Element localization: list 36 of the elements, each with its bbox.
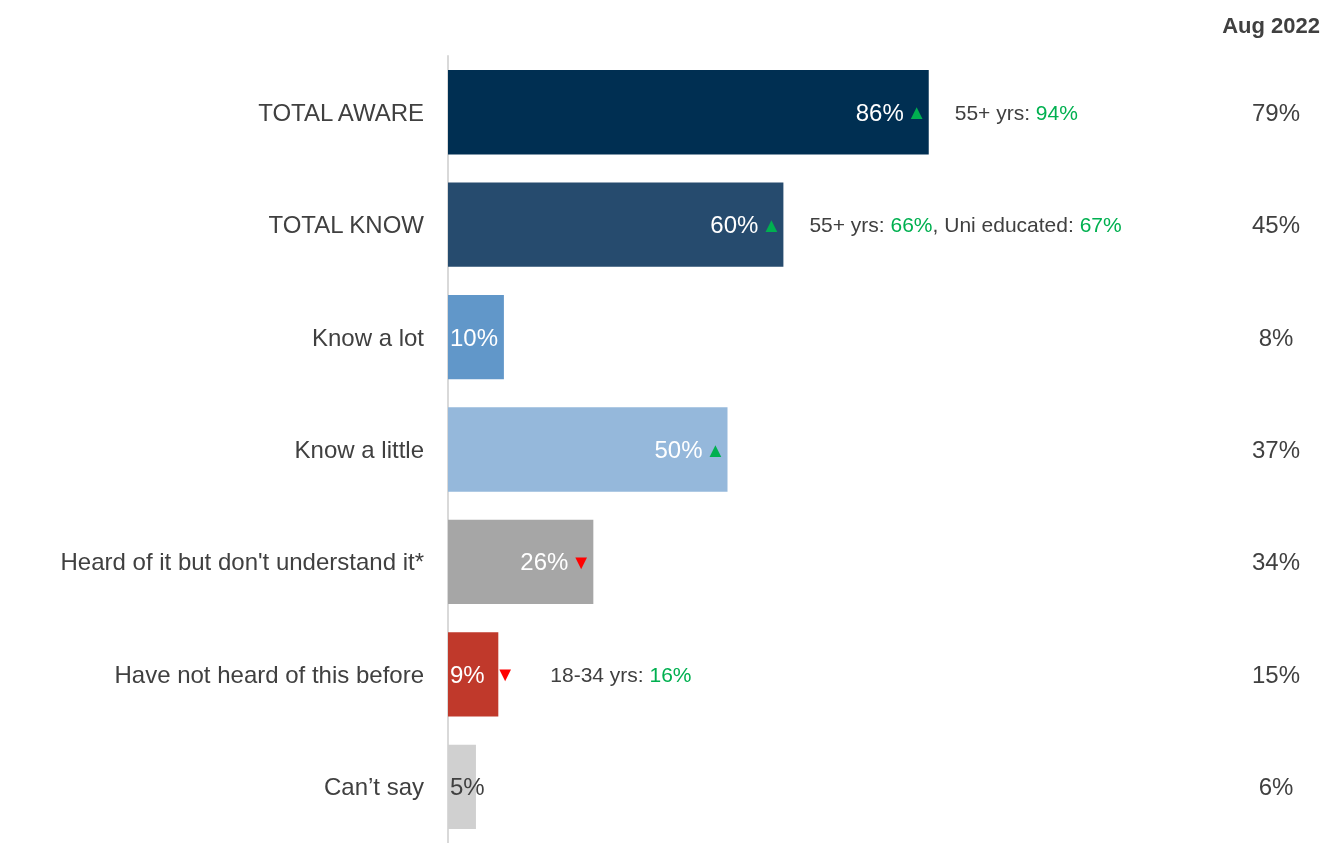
data-label: 5% — [450, 773, 485, 801]
annotation: 55+ yrs: 94% — [954, 100, 1078, 124]
y-tick-label: Can’t say — [323, 773, 424, 801]
annotation: 55+ yrs: 66%, Uni educated: 67% — [809, 213, 1122, 237]
annotation: ▲ — [761, 213, 782, 236]
annotation: ▼ — [495, 663, 516, 686]
y-tick-label: TOTAL KNOW — [268, 211, 425, 239]
data-label: 50% — [654, 436, 703, 463]
y-tick-label: Heard of it but don't understand it* — [60, 548, 424, 576]
annotation: ▲ — [705, 438, 726, 461]
annotation: ▼ — [571, 550, 592, 573]
y-tick-label: Have not heard of this before — [114, 660, 424, 688]
data-label: 60% — [710, 211, 759, 239]
text: 79% — [1251, 98, 1301, 126]
data-label: 26% — [520, 548, 569, 576]
text: 34% — [1251, 548, 1301, 576]
y-tick-label: Know a little — [294, 436, 424, 463]
bar — [448, 519, 594, 605]
text: Aug 2022 — [1222, 12, 1321, 38]
annotation: ▲ — [906, 101, 927, 124]
bar — [448, 182, 784, 267]
bar — [448, 407, 728, 492]
text: 37% — [1251, 436, 1301, 463]
y-tick-label: TOTAL AWARE — [258, 98, 424, 126]
text: 15% — [1251, 660, 1301, 688]
text: 8% — [1258, 323, 1294, 351]
text: 6% — [1258, 773, 1294, 801]
y-tick-label: Know a lot — [311, 323, 425, 351]
data-label: 9% — [450, 660, 485, 688]
bar — [448, 632, 499, 717]
bar — [448, 294, 504, 380]
data-label: 10% — [450, 323, 499, 351]
text: 45% — [1251, 211, 1301, 239]
data-label: 86% — [855, 98, 904, 126]
annotation: 18-34 yrs: 16% — [550, 662, 692, 686]
bar — [448, 70, 929, 155]
